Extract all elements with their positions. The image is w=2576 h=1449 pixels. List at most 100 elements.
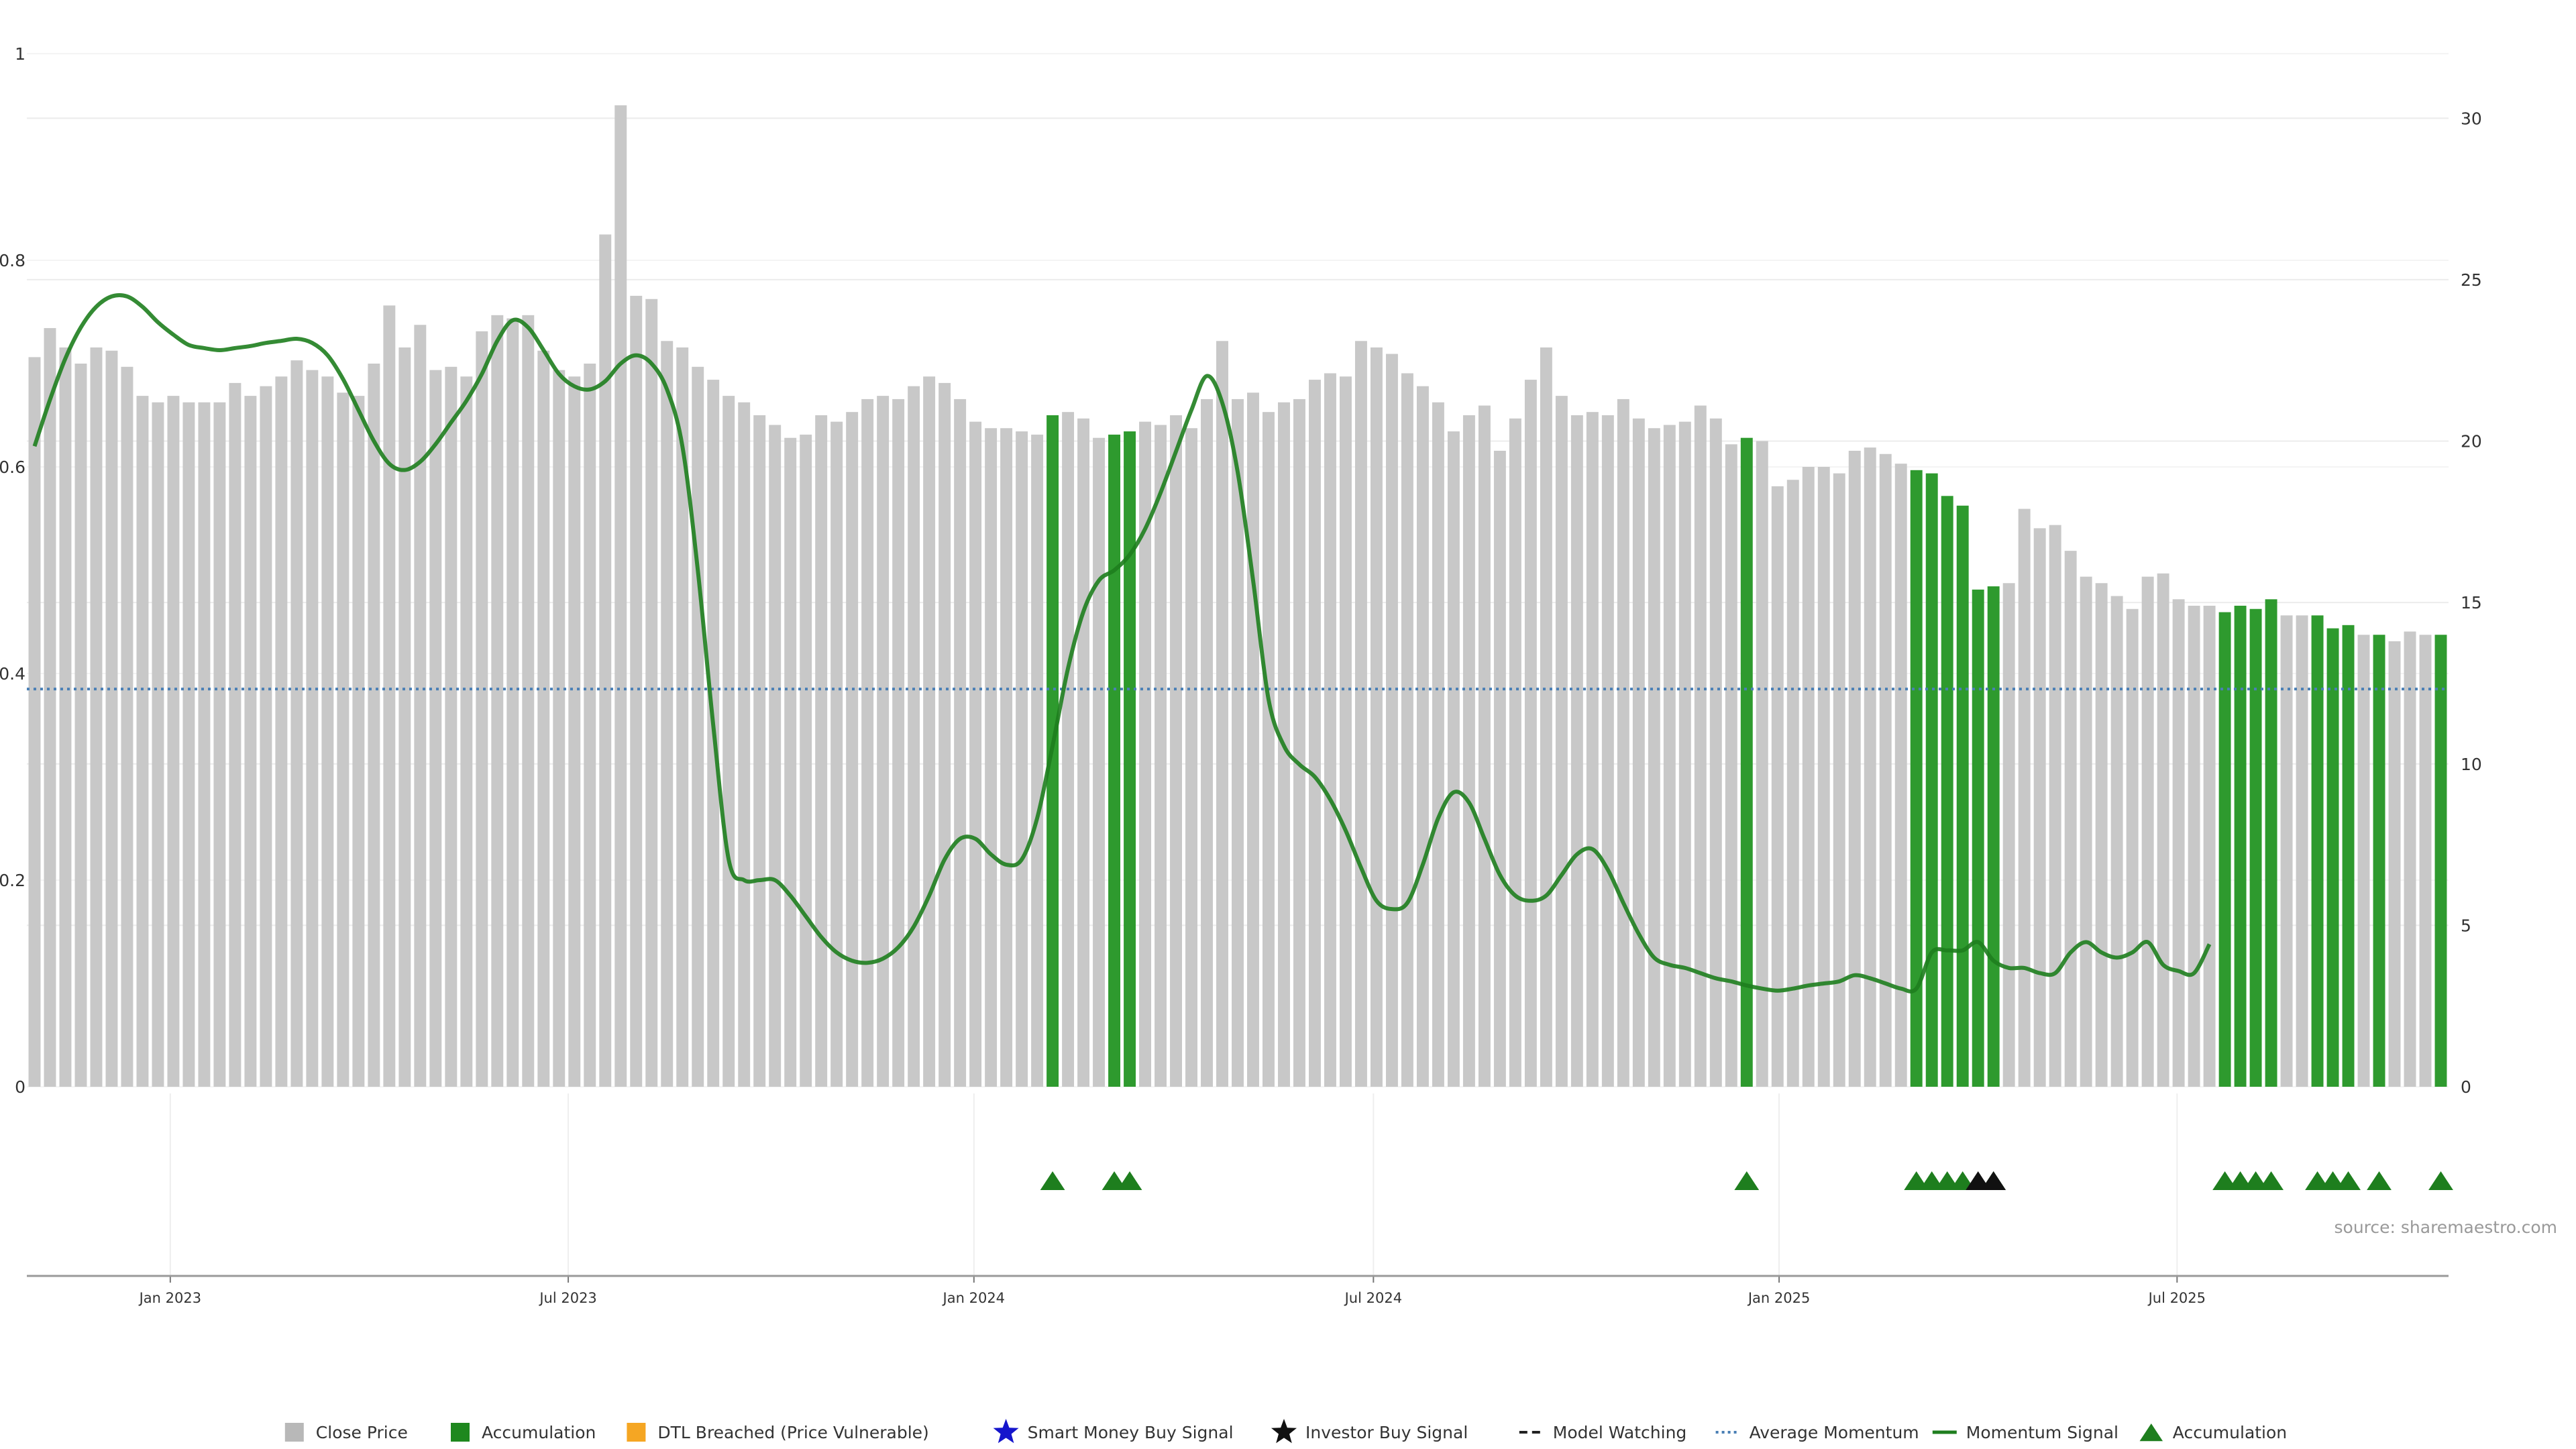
close-price-bar [722,396,735,1087]
accumulation-marker [1040,1171,1065,1190]
close-price-bar [2188,605,2200,1087]
close-price-bar [815,415,828,1087]
close-price-bar [1031,434,1044,1087]
close-price-bar [1016,431,1028,1087]
accumulation-bar [2373,635,2385,1087]
legend-label: Smart Money Buy Signal [1028,1423,1234,1442]
close-price-bar [1632,418,1645,1087]
close-price-bar [1725,444,1737,1087]
close-price-bar [1247,392,1259,1087]
close-price-bar [2110,596,2123,1087]
accumulation-bar [1956,505,1969,1087]
close-price-bar [1263,412,1275,1087]
dtl-breached-swatch [627,1423,646,1442]
close-price-bar [2049,525,2061,1087]
close-price-bar [429,370,442,1087]
x-axis-tick-label: Jul 2025 [2147,1290,2206,1306]
close-price-bar [290,360,303,1087]
close-price-bar [1324,373,1336,1087]
close-price-bar [1555,396,1568,1087]
close-price-bar [121,366,133,1087]
close-price-bar [1586,412,1599,1087]
accumulation-bar [1124,431,1136,1087]
close-price-bar [244,396,257,1087]
close-price-bar [846,412,859,1087]
legend-label: Model Watching [1553,1423,1687,1442]
close-price-bar [1756,441,1768,1087]
close-price-bar [2357,635,2370,1087]
x-axis-tick-label: Jan 2025 [1747,1290,1811,1306]
close-price-bar [1462,415,1475,1087]
close-price-bar [800,434,812,1087]
legend-label: Accumulation [482,1423,596,1442]
legend-item-dtl-breached: DTL Breached (Price Vulnerable) [627,1423,929,1442]
close-price-bar [383,305,396,1087]
close-price-bar [1894,464,1907,1087]
legend-label: Momentum Signal [1966,1423,2118,1442]
close-price-bar [784,437,797,1087]
left-axis-tick-label: 0 [15,1077,25,1097]
close-price-bar [738,402,751,1087]
close-price-bar [1077,418,1090,1087]
close-price-bar [136,396,149,1087]
close-price-bar [2080,576,2092,1087]
markers-layer [1040,1171,2453,1190]
close-price-bar [321,376,334,1087]
close-price-bar [1771,486,1784,1087]
accumulation-bar [2434,635,2447,1087]
close-price-bar [2002,583,2015,1087]
close-price-bar [2064,551,2077,1087]
close-price-bar [2388,641,2401,1087]
close-price-bar [1370,347,1383,1087]
smart-money-buy-signal-star-icon [993,1419,1019,1444]
close-price-bar [877,396,890,1087]
close-price-bar [1216,341,1228,1087]
bars-layer [28,105,2447,1087]
close-price-bar [2126,608,2139,1087]
close-price-bar [445,366,458,1087]
close-price-bar [59,347,72,1087]
close-price-bar [306,370,319,1087]
legend-item-investor-buy-signal: Investor Buy Signal [1271,1419,1468,1444]
accumulation-bar [1972,589,1984,1087]
close-price-bar [2296,615,2308,1087]
close-price-bar [614,105,627,1087]
close-price-bar [1570,415,1583,1087]
accumulation-bar [2234,605,2247,1087]
momentum-signal-line [32,292,2212,994]
close-price-bar [1139,421,1152,1087]
close-price-bar [1864,447,1876,1087]
close-price-bar [167,396,180,1087]
close-price-bar [1509,418,1521,1087]
accumulation-marker-triangle-icon [2139,1424,2163,1442]
close-price-bar [105,350,118,1087]
legend-label: Average Momentum [1750,1423,1919,1442]
close-price-bar [414,325,427,1087]
close-price-bar [1833,473,1845,1087]
accumulation-marker [2428,1171,2453,1190]
close-price-bar [2203,605,2216,1087]
close-price-bar [1540,347,1552,1087]
x-axis-tick-label: Jan 2023 [138,1290,202,1306]
accumulation-bar [2311,615,2324,1087]
accumulation-bar [2218,612,2231,1087]
close-price-bar [260,386,272,1087]
close-price-bar [1339,376,1352,1087]
close-price-bar [1232,398,1244,1087]
left-axis-tick-label: 0.4 [0,664,25,684]
close-price-bar [861,398,874,1087]
close-price-bar [568,376,581,1087]
close-price-bar [954,398,967,1087]
close-price-bar [645,299,658,1087]
close-price-bar [2095,583,2108,1087]
close-price-bar [2157,573,2169,1087]
close-price-bar [1879,453,1892,1087]
close-price-bar [661,341,674,1087]
accumulation-bar [1740,437,1753,1087]
close-price-bar [1848,450,1861,1087]
close-price-bar [1416,386,1429,1087]
close-price-bar [213,402,226,1087]
close-price-bar [152,402,164,1087]
close-price-bar [2141,576,2154,1087]
close-price-bar [938,382,951,1087]
